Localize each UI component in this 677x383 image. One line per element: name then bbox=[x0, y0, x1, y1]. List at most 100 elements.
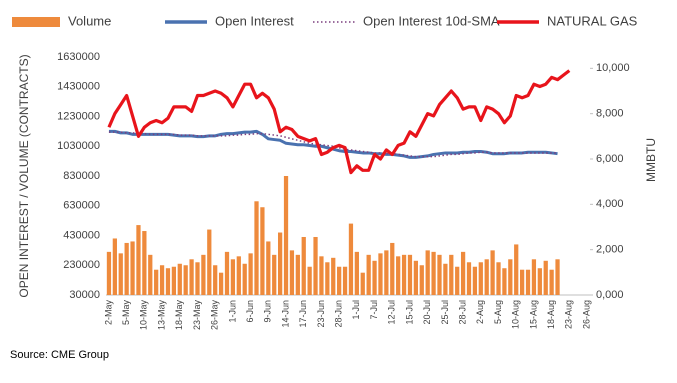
volume-bar bbox=[537, 268, 542, 295]
volume-bar bbox=[148, 254, 153, 295]
y-tick-label: 830000 bbox=[63, 170, 100, 182]
volume-bar bbox=[307, 266, 312, 295]
x-tick-label: 15-Jul bbox=[404, 300, 414, 325]
volume-bar bbox=[366, 254, 371, 295]
x-tick-label: 13-May bbox=[156, 300, 166, 331]
volume-bar bbox=[514, 244, 519, 295]
x-tick-label: 14-Jun bbox=[280, 300, 290, 328]
volume-bar bbox=[342, 266, 348, 295]
x-tick-label: 10-May bbox=[139, 300, 149, 331]
volume-bar bbox=[260, 207, 265, 295]
volume-bar bbox=[449, 254, 454, 295]
volume-bar bbox=[555, 259, 560, 295]
volume-bar bbox=[401, 254, 407, 295]
volume-bar bbox=[295, 254, 300, 295]
x-tick-label: 7-Jul bbox=[369, 300, 379, 320]
x-tick-label: 18-May bbox=[174, 300, 184, 331]
legend-label: Volume bbox=[68, 13, 111, 28]
volume-bar bbox=[378, 253, 383, 295]
volume-bar bbox=[337, 266, 342, 295]
y-tick-label: 30000 bbox=[69, 289, 100, 301]
volume-bar bbox=[195, 262, 200, 295]
volume-bar bbox=[460, 251, 466, 295]
volume-bar bbox=[419, 265, 424, 295]
x-tick-label: 25-Jul bbox=[440, 300, 450, 325]
x-tick-label: 10-Aug bbox=[511, 300, 521, 329]
y-tick-label: 1430000 bbox=[57, 81, 100, 93]
volume-bar bbox=[466, 262, 472, 295]
volume-bar bbox=[543, 260, 548, 295]
y2-axis-title: MMBTU bbox=[644, 138, 658, 182]
y-tick-label: 1230000 bbox=[57, 110, 100, 122]
volume-bar bbox=[136, 225, 141, 295]
volume-bar bbox=[407, 254, 413, 295]
volume-bar bbox=[124, 242, 129, 295]
volume-bar bbox=[130, 241, 135, 295]
y2-tick-label: 6,000 bbox=[596, 153, 624, 165]
volume-bar bbox=[301, 236, 306, 295]
volume-bar bbox=[177, 263, 182, 295]
x-tick-label: 26-May bbox=[210, 300, 220, 331]
x-tick-label: 17-Jun bbox=[298, 300, 308, 328]
volume-bar bbox=[183, 265, 188, 295]
volume-bar bbox=[372, 260, 377, 295]
volume-bar bbox=[484, 259, 489, 295]
x-tick-label: 23-Jun bbox=[316, 300, 326, 328]
volume-bar bbox=[112, 238, 117, 295]
volume-bar bbox=[531, 259, 537, 295]
volume-bar bbox=[266, 241, 271, 295]
x-tick-label: 28-Jul bbox=[457, 300, 467, 325]
volume-bar bbox=[142, 231, 147, 295]
y2-tick-label: 2,000 bbox=[596, 244, 624, 256]
y2-tick-label: 0,000 bbox=[596, 289, 624, 301]
volume-bar bbox=[325, 262, 330, 295]
y-tick-label: 630000 bbox=[63, 200, 100, 212]
legend-swatch bbox=[12, 17, 60, 27]
volume-bar bbox=[549, 269, 554, 295]
volume-bar bbox=[525, 269, 531, 295]
volume-bar bbox=[171, 266, 177, 295]
volume-bar bbox=[236, 256, 241, 295]
volume-bar bbox=[201, 254, 206, 295]
volume-bar bbox=[478, 262, 483, 295]
x-tick-label: 2-Aug bbox=[475, 300, 485, 324]
x-tick-label: 5-Aug bbox=[493, 300, 503, 324]
x-tick-label: 20-Jul bbox=[422, 300, 432, 325]
volume-bar bbox=[277, 232, 283, 295]
series-line bbox=[108, 131, 558, 158]
y-tick-label: 1630000 bbox=[57, 51, 100, 63]
x-tick-label: 1-Jun bbox=[227, 300, 237, 323]
y-tick-label: 1030000 bbox=[57, 140, 100, 152]
volume-bar bbox=[313, 236, 318, 295]
source-note: Source: CME Group bbox=[10, 349, 109, 361]
volume-bar bbox=[242, 263, 247, 295]
volume-bar bbox=[331, 257, 336, 295]
volume-bar bbox=[519, 269, 525, 295]
x-tick-label: 23-Aug bbox=[564, 300, 574, 329]
y-axis-title: OPEN INTEREST / VOLUME (CONTRACTS) bbox=[17, 54, 31, 297]
volume-bar bbox=[283, 176, 289, 295]
y-tick-label: 230000 bbox=[63, 259, 100, 271]
volume-bar bbox=[159, 265, 165, 295]
volume-bar bbox=[496, 262, 501, 295]
volume-bar bbox=[207, 229, 212, 295]
x-tick-label: 26-Aug bbox=[581, 300, 591, 329]
legend-label: NATURAL GAS bbox=[547, 13, 638, 28]
volume-bar bbox=[437, 254, 442, 295]
x-tick-label: 23-May bbox=[192, 300, 202, 331]
y2-tick-label: 10,000 bbox=[596, 62, 630, 74]
x-tick-label: 5-May bbox=[121, 300, 131, 326]
volume-bar bbox=[224, 251, 230, 295]
volume-bar bbox=[189, 259, 194, 295]
volume-bar bbox=[106, 251, 112, 295]
x-tick-label: 28-Jun bbox=[334, 300, 344, 328]
volume-bar bbox=[360, 272, 365, 295]
x-tick-label: 12-Jul bbox=[387, 300, 397, 325]
volume-bar bbox=[425, 250, 430, 295]
volume-bar bbox=[396, 256, 401, 295]
x-tick-label: 2-May bbox=[103, 300, 113, 326]
volume-bar bbox=[289, 250, 295, 295]
y-tick-label: 430000 bbox=[63, 229, 100, 241]
volume-bar bbox=[413, 260, 419, 295]
